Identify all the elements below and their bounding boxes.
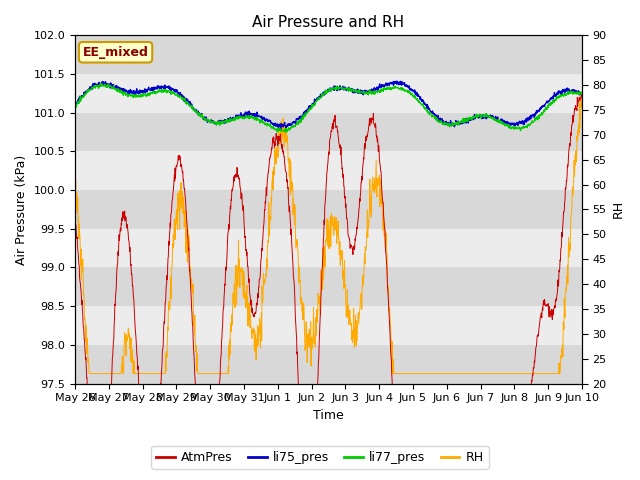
Bar bbox=[75, 190, 582, 229]
Bar bbox=[75, 345, 582, 384]
Bar bbox=[75, 151, 582, 190]
Title: Air Pressure and RH: Air Pressure and RH bbox=[252, 15, 404, 30]
Bar bbox=[75, 74, 582, 113]
Legend: AtmPres, li75_pres, li77_pres, RH: AtmPres, li75_pres, li77_pres, RH bbox=[152, 446, 488, 469]
Bar bbox=[75, 306, 582, 345]
Bar bbox=[75, 229, 582, 267]
Bar bbox=[75, 267, 582, 306]
Bar bbox=[75, 113, 582, 151]
X-axis label: Time: Time bbox=[313, 409, 344, 422]
Y-axis label: RH: RH bbox=[612, 200, 625, 218]
Bar bbox=[75, 36, 582, 74]
Y-axis label: Air Pressure (kPa): Air Pressure (kPa) bbox=[15, 154, 28, 264]
Text: EE_mixed: EE_mixed bbox=[83, 46, 148, 59]
